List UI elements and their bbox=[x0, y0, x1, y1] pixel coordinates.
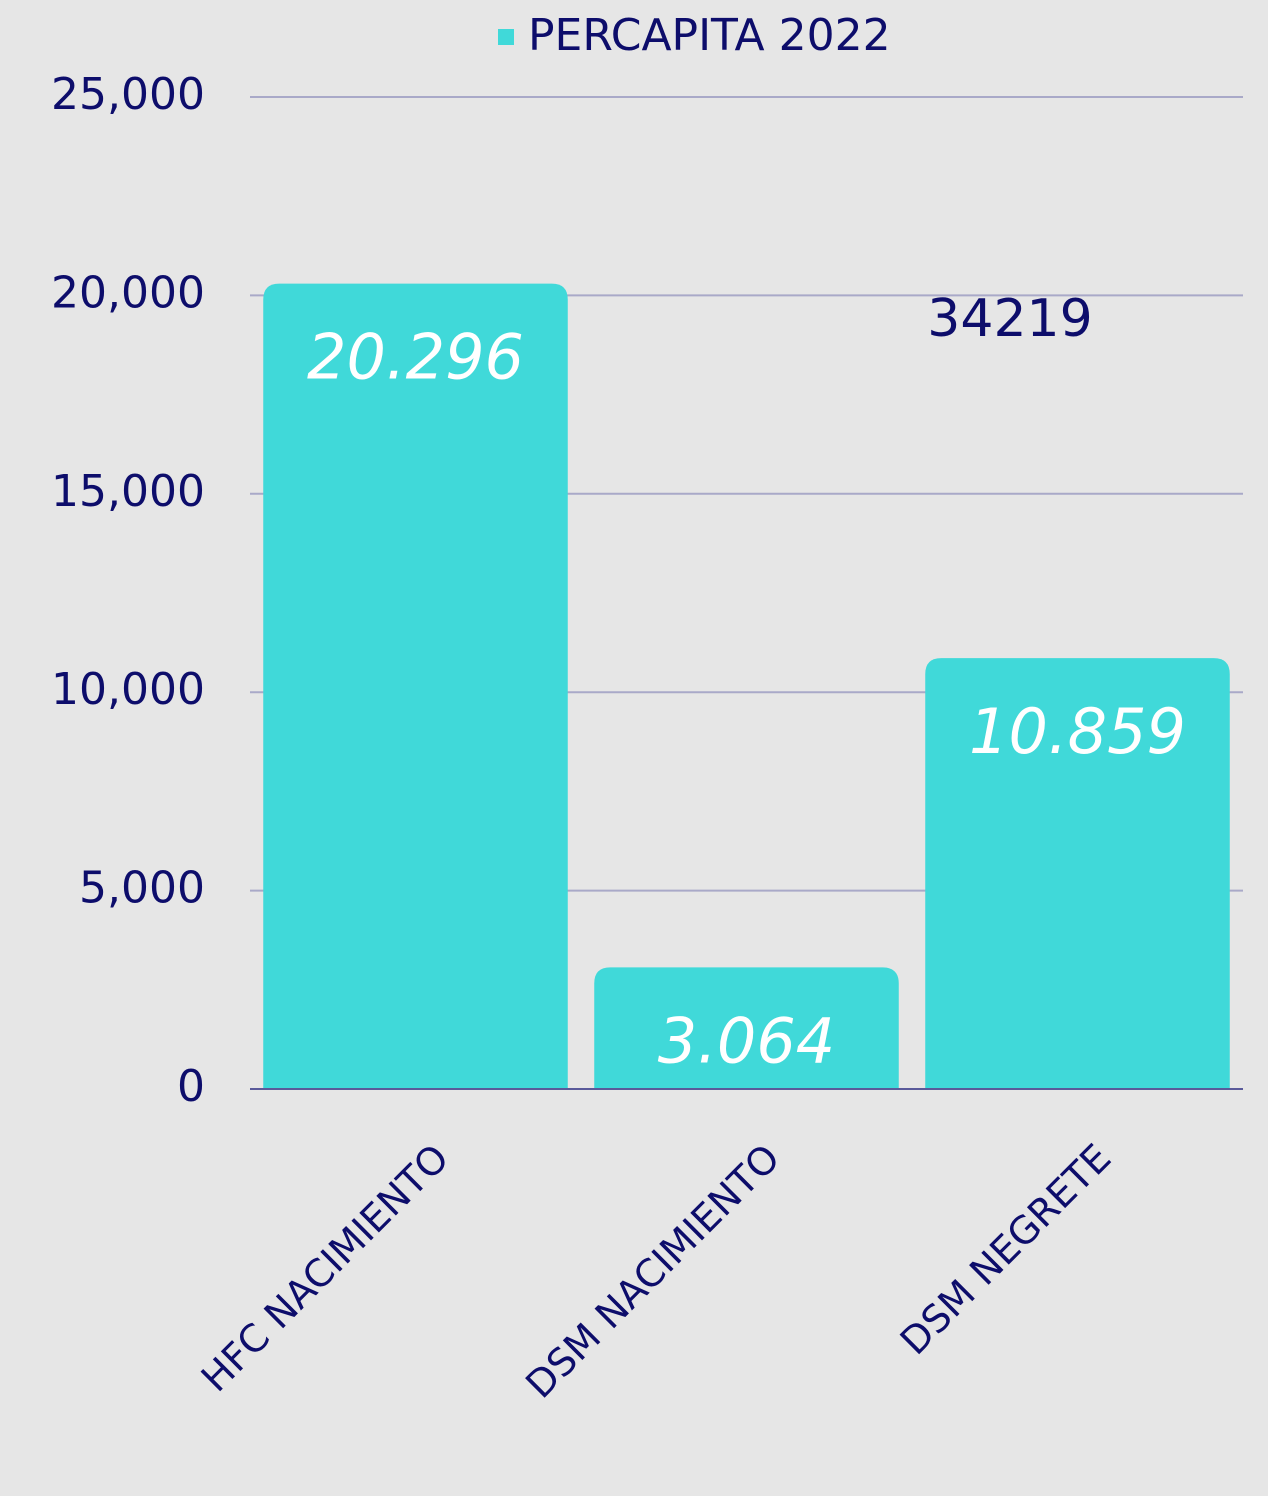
y-tick-label: 10,000 bbox=[51, 664, 205, 715]
y-tick-label: 5,000 bbox=[79, 863, 205, 914]
y-tick-label: 25,000 bbox=[51, 69, 205, 120]
bar bbox=[925, 658, 1230, 1089]
value-label: 10.859 bbox=[969, 695, 1186, 768]
value-label: 3.064 bbox=[658, 1005, 836, 1078]
y-tick-label: 0 bbox=[177, 1061, 205, 1112]
annotation: 34219 bbox=[927, 289, 1092, 349]
legend-swatch bbox=[498, 29, 514, 45]
value-label: 20.296 bbox=[307, 321, 524, 394]
bar bbox=[263, 283, 568, 1089]
bar bbox=[594, 967, 899, 1089]
y-tick-label: 20,000 bbox=[51, 267, 205, 318]
legend-label: PERCAPITA 2022 bbox=[528, 10, 891, 61]
y-tick-label: 15,000 bbox=[51, 466, 205, 517]
